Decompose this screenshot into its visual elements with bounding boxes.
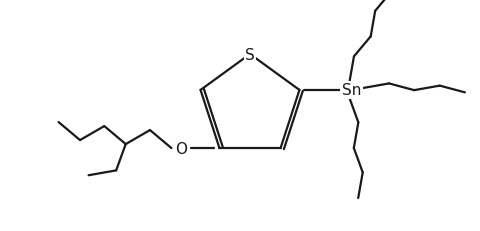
Text: O: O — [175, 141, 187, 156]
Text: Sn: Sn — [342, 83, 361, 98]
Text: S: S — [245, 47, 255, 62]
